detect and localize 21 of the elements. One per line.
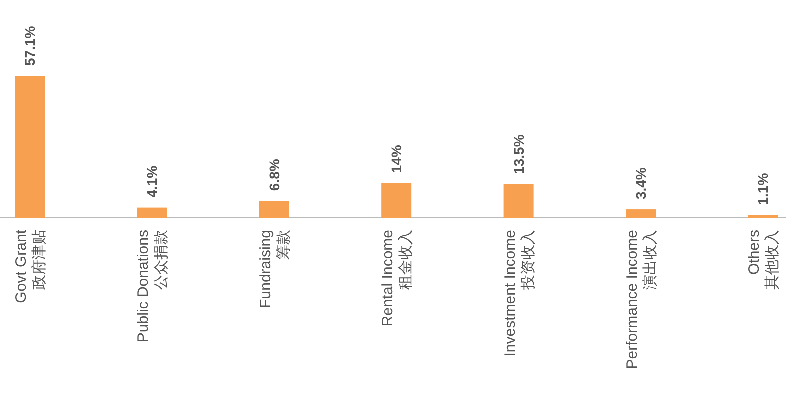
x-tick-label: Rental Income 租金收入 [380, 230, 415, 327]
bar [15, 76, 45, 218]
bar [382, 183, 412, 218]
bar [504, 184, 534, 218]
data-label: 6.8% [266, 158, 282, 192]
x-tick-label: Fundraising 筹款 [257, 230, 292, 308]
data-label: 3.4% [633, 167, 649, 200]
x-tick-label: Investment Income 投资收入 [502, 230, 537, 357]
data-label: 4.1% [144, 165, 160, 198]
x-tick-label: Govt Grant 政府津贴 [13, 229, 48, 304]
x-tick-label: Public Donations 公众捐款 [135, 230, 170, 343]
bar [259, 201, 290, 218]
bar [137, 208, 168, 218]
bar [748, 215, 778, 218]
data-label: 57.1% [22, 26, 38, 66]
bar [626, 210, 656, 218]
x-tick-label: Performance Income 演出收入 [624, 230, 659, 370]
x-tick-label: Others 其他收入 [746, 230, 782, 290]
data-label: 14% [388, 144, 405, 174]
data-label: 13.5% [510, 134, 527, 174]
data-label: 1.1% [755, 172, 772, 206]
